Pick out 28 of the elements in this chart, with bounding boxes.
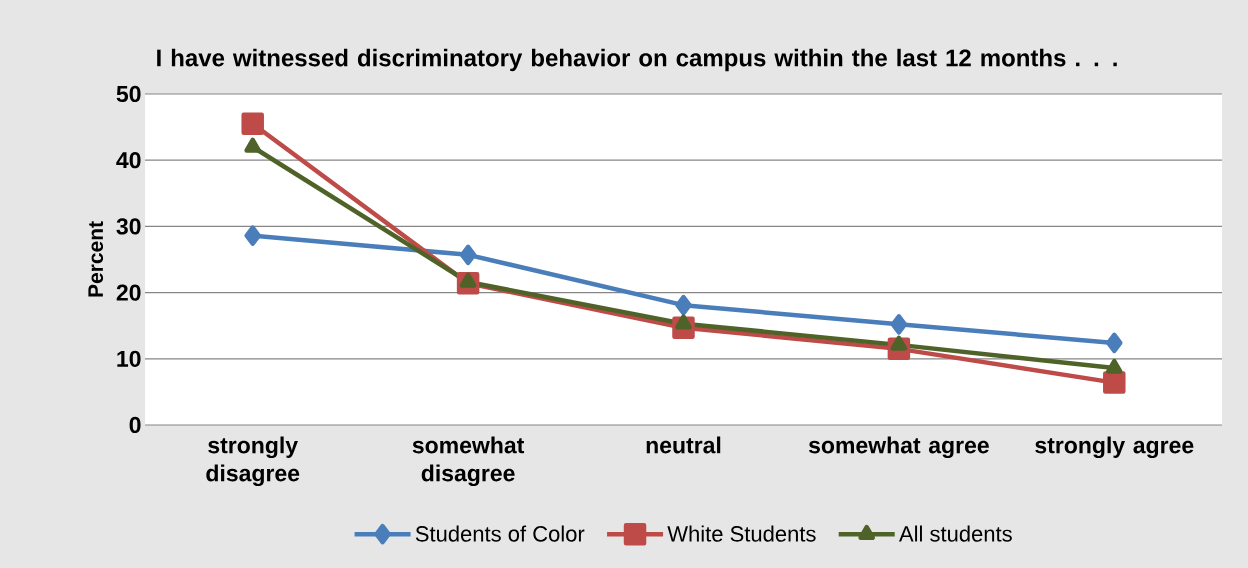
point	[244, 137, 262, 153]
point	[459, 272, 477, 288]
y-tick-label: 10	[117, 350, 141, 367]
y-tick-label: 50	[116, 85, 141, 103]
point	[675, 314, 692, 330]
y-tick-label: 20	[116, 284, 141, 301]
point	[675, 294, 692, 316]
point	[244, 225, 261, 246]
x-tick-label: somewhat disagree	[412, 436, 525, 487]
chart-title: I have witnessed discriminatory behavior on campus within the last 12 months . . .	[157, 48, 1117, 72]
point	[1103, 371, 1126, 394]
point	[1106, 332, 1123, 354]
x-tick-label: neutral	[646, 436, 721, 454]
y-tick-label: 0	[129, 416, 141, 434]
point	[459, 244, 477, 266]
point	[241, 112, 264, 136]
legend-label: White Students	[667, 525, 816, 542]
y-axis-title: Percent	[88, 221, 104, 297]
legend-label: All students	[899, 525, 1012, 542]
point	[1105, 358, 1123, 374]
x-tick-label: strongly agree	[1035, 436, 1194, 459]
point	[890, 335, 908, 351]
x-tick-label: strongly disagree	[206, 436, 300, 487]
y-tick-label: 40	[116, 152, 141, 169]
y-tick-label: 30	[116, 218, 141, 235]
point	[890, 314, 908, 335]
legend-label: Students of Color	[415, 525, 585, 542]
x-tick-label: somewhat agree	[808, 436, 989, 459]
